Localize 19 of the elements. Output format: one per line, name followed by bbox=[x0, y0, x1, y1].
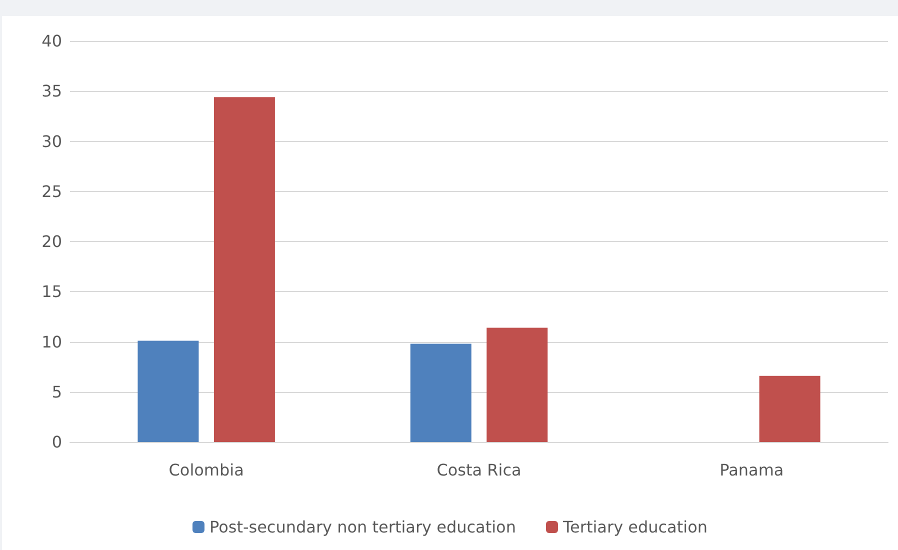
y-tick-label: 20 bbox=[42, 232, 62, 251]
y-tick-label: 5 bbox=[52, 382, 62, 402]
x-tick-label: Costa Rica bbox=[436, 460, 522, 480]
legend-label: Tertiary education bbox=[562, 518, 708, 536]
bar bbox=[410, 344, 472, 442]
bar bbox=[486, 328, 548, 442]
y-tick-label: 40 bbox=[42, 32, 62, 50]
y-tick-label: 25 bbox=[42, 182, 62, 201]
y-tick-label: 10 bbox=[42, 332, 62, 352]
x-tick-label: Colombia bbox=[168, 460, 244, 480]
bar bbox=[759, 376, 820, 442]
y-tick-label: 35 bbox=[42, 82, 62, 101]
bar bbox=[214, 97, 275, 442]
legend-label: Post-secundary non tertiary education bbox=[209, 518, 516, 536]
x-tick-label: Panama bbox=[720, 460, 784, 480]
y-tick-label: 0 bbox=[52, 432, 62, 452]
bar bbox=[138, 340, 199, 442]
y-tick-label: 15 bbox=[42, 282, 62, 302]
y-tick-label: 30 bbox=[42, 132, 62, 151]
